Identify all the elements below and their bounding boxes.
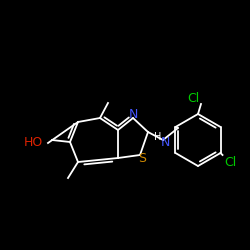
Text: S: S <box>138 152 146 166</box>
Text: Cl: Cl <box>224 156 237 170</box>
Text: H: H <box>154 132 161 142</box>
Text: N: N <box>128 108 138 120</box>
Text: N: N <box>160 136 170 148</box>
Text: HO: HO <box>24 136 43 149</box>
Text: Cl: Cl <box>187 92 199 106</box>
